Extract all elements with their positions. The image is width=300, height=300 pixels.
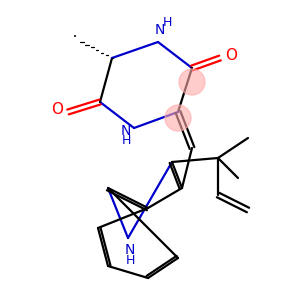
Circle shape [165,105,191,131]
Text: •: • [73,34,77,40]
Text: N: N [125,243,135,257]
Text: H: H [125,254,135,266]
Text: N: N [121,124,131,138]
Text: N: N [155,23,165,37]
Text: O: O [51,103,63,118]
Text: H: H [121,134,131,148]
Text: O: O [225,49,237,64]
Circle shape [179,69,205,95]
Text: H: H [162,16,172,29]
